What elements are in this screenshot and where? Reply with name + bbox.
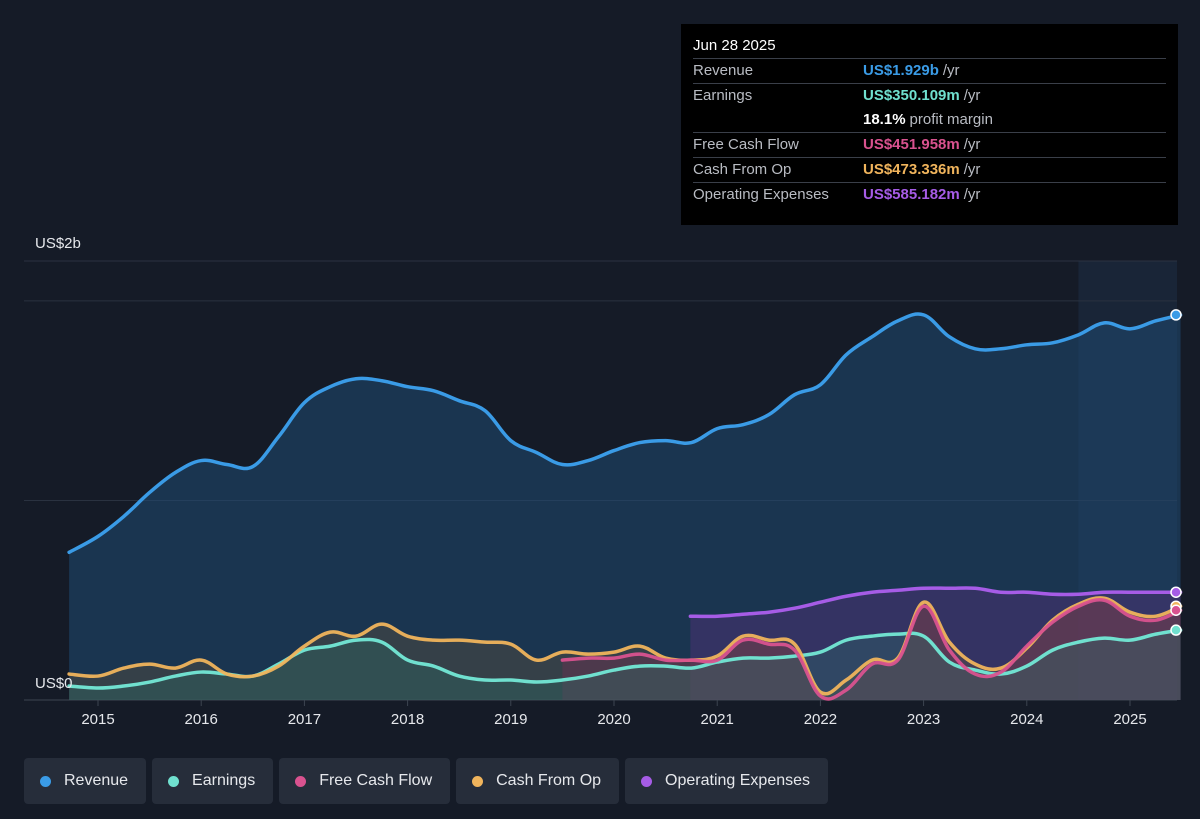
line-free-cash-flow: [560, 598, 1183, 701]
tooltip-row-unit: /yr: [942, 62, 960, 79]
tooltip-row: Cash From Op US$473.336m/yr: [693, 157, 1166, 182]
x-tick-label: 2016: [185, 711, 218, 728]
tooltip-row-label: Cash From Op: [693, 161, 792, 178]
legend-label: Operating Expenses: [665, 772, 811, 789]
series-endpoints: [1170, 309, 1182, 636]
tooltip-row-label: Free Cash Flow: [693, 136, 799, 153]
tooltip-rows: Revenue US$1.929b/yr Earnings US$350.109m/y…: [693, 58, 1166, 207]
legend-label: Revenue: [64, 772, 129, 789]
legend-dot-icon: [40, 775, 51, 787]
x-tick-label: 2020: [597, 711, 630, 728]
x-tick-label: 2023: [907, 711, 940, 728]
legend-label: Cash From Op: [496, 772, 602, 789]
x-tick-label: 2017: [288, 711, 321, 728]
x-tick-label: 2022: [804, 711, 837, 728]
legend-dot-icon: [168, 775, 180, 787]
tooltip-panel: Jun 28 2025 Revenue US$1.929b/yr Earnings U…: [681, 24, 1178, 225]
tooltip-row-label: [693, 108, 863, 132]
x-tick-label: 2015: [81, 711, 114, 728]
legend-item-earnings[interactable]: Earnings: [152, 758, 274, 804]
legend: Revenue Earnings Free Cash Flow Cash From O…: [24, 758, 829, 804]
line-revenue: [67, 312, 1183, 555]
x-axis-ticks: 2015 2016 2017 2018 2019 2020 2021 2022 2023 2024…: [81, 700, 1147, 728]
legend-item-operating-expenses[interactable]: Operating Expenses: [625, 758, 829, 804]
tooltip-row-value: US$350.109m: [863, 87, 960, 104]
tooltip-row-value: US$585.182m: [863, 186, 960, 203]
line-cash-from-op: [67, 596, 1183, 696]
endpoint-free-cash-flow: [1170, 604, 1182, 616]
area-free-cash-flow: [562, 599, 1181, 700]
tooltip-row-value: US$451.958m: [863, 136, 960, 153]
legend-item-revenue[interactable]: Revenue: [24, 758, 147, 804]
tooltip-row-label: Operating Expenses: [693, 186, 829, 203]
tooltip-date: Jun 28 2025: [693, 37, 776, 54]
area-revenue: [69, 314, 1181, 700]
x-tick-label: 2019: [494, 711, 527, 728]
tooltip-row: Earnings US$350.109m/yr: [693, 83, 1166, 108]
tooltip-row: Operating Expenses US$585.182m/yr: [693, 182, 1166, 207]
legend-item-cash-from-op[interactable]: Cash From Op: [456, 758, 620, 804]
y-axis-top-label: US$2b: [35, 235, 81, 252]
legend-label: Earnings: [192, 772, 256, 789]
tooltip-row-value: US$473.336m: [863, 161, 960, 178]
tooltip-row-unit: /yr: [963, 87, 981, 104]
tooltip-row-unit: /yr: [963, 186, 981, 203]
line-operating-expenses: [688, 586, 1183, 619]
legend-dot-icon: [295, 775, 307, 787]
tooltip-row-unit: profit margin: [909, 111, 993, 128]
endpoint-earnings: [1170, 624, 1182, 636]
series-lines: [67, 312, 1183, 701]
endpoint-revenue: [1170, 309, 1182, 321]
x-tick-label: 2024: [1010, 711, 1043, 728]
legend-item-free-cash-flow[interactable]: Free Cash Flow: [279, 758, 451, 804]
tooltip-row-unit: /yr: [963, 161, 981, 178]
y-axis-bottom-label: US$0: [35, 675, 73, 692]
legend-dot-icon: [641, 775, 653, 787]
tooltip-row-unit: /yr: [963, 136, 981, 153]
series-areas: [69, 314, 1181, 700]
tooltip-row-value: US$1.929b: [863, 62, 939, 79]
tooltip-row-value: 18.1%: [863, 111, 906, 128]
tooltip-row: 18.1% profit margin: [693, 108, 1166, 132]
endpoint-operating-expenses: [1170, 586, 1182, 598]
tooltip-row: Free Cash Flow US$451.958m/yr: [693, 132, 1166, 157]
tooltip-row-label: Earnings: [693, 87, 753, 104]
x-tick-label: 2018: [391, 711, 424, 728]
x-tick-label: 2025: [1113, 711, 1146, 728]
tooltip-row-label: Revenue: [693, 62, 754, 79]
tooltip-row: Revenue US$1.929b/yr: [693, 58, 1166, 83]
legend-label: Free Cash Flow: [319, 772, 433, 789]
x-tick-label: 2021: [701, 711, 734, 728]
legend-dot-icon: [472, 775, 484, 787]
